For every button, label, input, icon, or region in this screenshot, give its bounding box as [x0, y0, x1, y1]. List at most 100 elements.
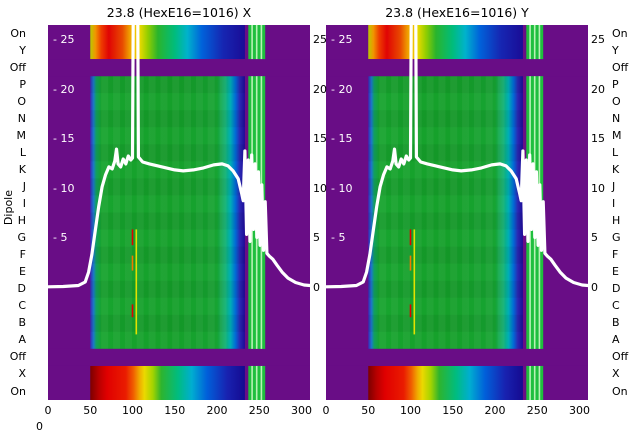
x-tick-label-p0-200: 200: [206, 404, 228, 417]
row-label-left-5-n: N: [17, 111, 26, 125]
overlay-inner-tick-p1-20: - 20: [331, 82, 353, 96]
heatmap-panel-y: - 25 - 20 - 15 - 10 - 5: [326, 25, 588, 400]
top-rainbow-band: [90, 25, 245, 60]
row-label-left-17-b: B: [18, 316, 26, 330]
overlay-right-tick-p0-5: 5: [313, 231, 320, 245]
middle-band: [368, 76, 523, 349]
x-tick-label-p0-0: 0: [44, 404, 52, 417]
x-tick-label-p1-100: 100: [400, 404, 421, 417]
row-label-right-11-h: H: [612, 214, 621, 227]
row-label-right-9-j: J: [612, 179, 616, 193]
overlay-right-tick-p0-0: 0: [313, 281, 320, 294]
profile-line: [326, 25, 588, 289]
row-label-left-11-h: H: [17, 214, 26, 227]
top-rainbow-band: [368, 25, 523, 60]
marker-tick: [131, 229, 134, 246]
x-tick-label-p0-100: 100: [122, 404, 143, 417]
overlay-right-tick-p0-25: 25: [313, 32, 327, 46]
row-label-right-19-off: Off: [612, 350, 629, 364]
row-label-right-1-y: Y: [612, 43, 619, 57]
heatmap-panel-x: - 25 - 20 - 15 - 10 - 5: [48, 25, 310, 400]
profile-line: [48, 25, 310, 289]
row-label-left-21-on: On: [10, 384, 26, 398]
x-tick-label-p1-150: 150: [442, 404, 464, 417]
overlay-right-tick-p1-20: 20: [591, 82, 605, 96]
row-label-right-3-p: P: [612, 77, 619, 91]
row-label-right-18-a: A: [612, 333, 620, 347]
row-label-right-14-e: E: [612, 265, 619, 279]
x-tick-label-p1-0: 0: [322, 404, 330, 417]
row-label-right-13-f: F: [612, 248, 619, 262]
marker-tick: [409, 255, 412, 271]
x-tick-label-p0-50: 50: [83, 404, 98, 417]
marker-tick: [131, 255, 134, 271]
overlay-right-tick-p1-5: 5: [591, 231, 598, 245]
marker-tick: [409, 304, 412, 318]
overlay-inner-tick-p1-25: - 25: [331, 32, 353, 46]
row-label-left-3-p: P: [19, 77, 26, 91]
overlay-right-tick-p1-25: 25: [591, 32, 605, 46]
row-label-right-5-n: N: [612, 111, 621, 125]
overlay-right-tick-p1-0: 0: [591, 281, 598, 294]
row-label-left-4-o: O: [17, 94, 26, 108]
row-label-left-6-m: M: [16, 128, 27, 142]
row-label-right-15-d: D: [612, 282, 621, 296]
overlay-right-tick-p1-15: 15: [591, 132, 605, 146]
overlay-inner-tick-p1-10: - 10: [331, 181, 353, 195]
bottom-rainbow-band: [90, 365, 245, 400]
row-label-right-8-k: K: [612, 162, 620, 176]
marker-tick: [413, 229, 416, 335]
overlay-inner-tick-p0-25: - 25: [53, 32, 75, 46]
bottom-rainbow-band: [368, 365, 523, 400]
row-label-left-14-e: E: [19, 265, 26, 279]
row-label-left-1-y: Y: [19, 43, 26, 57]
off-row-band: [326, 59, 588, 77]
row-label-left-19-off: Off: [9, 350, 26, 364]
marker-tick: [409, 229, 412, 246]
row-label-right-7-l: L: [612, 145, 619, 159]
overlay-inner-tick-p0-20: - 20: [53, 82, 75, 96]
overlay-inner-tick-p0-5: - 5: [53, 231, 68, 245]
x-tick-label-p0-250: 250: [248, 404, 270, 417]
x-tick-label-p1-200: 200: [484, 404, 506, 417]
row-label-right-4-o: O: [612, 94, 621, 108]
row-label-left-16-c: C: [18, 299, 26, 313]
overlay-inner-tick-p1-15: - 15: [331, 132, 353, 146]
overlay-inner-tick-p0-15: - 15: [53, 132, 75, 146]
row-label-right-21-on: On: [612, 384, 628, 398]
row-label-right-0-on: On: [612, 26, 628, 40]
row-label-left-20-x: X: [18, 367, 26, 381]
x-tick-label-p1-50: 50: [361, 404, 376, 417]
row-label-left-8-k: K: [18, 162, 26, 176]
row-label-left-12-g: G: [17, 231, 26, 244]
row-label-right-16-c: C: [612, 299, 620, 313]
row-label-left-9-j: J: [22, 179, 26, 193]
overlay-right-tick-p0-15: 15: [313, 132, 327, 146]
x-tick-label-p1-300: 300: [569, 404, 590, 417]
row-label-right-12-g: G: [612, 231, 621, 244]
marker-tick: [135, 229, 138, 335]
row-label-left-18-a: A: [18, 333, 26, 347]
row-label-right-6-m: M: [612, 128, 622, 142]
row-label-left-15-d: D: [17, 282, 26, 296]
middle-band: [90, 76, 245, 349]
panel-title-x: 23.8 (HexE16=1016) X: [106, 5, 252, 20]
heatmap-canvas: [326, 25, 588, 400]
x-tick-label-p0-150: 150: [164, 404, 186, 417]
overlay-inner-tick-p0-10: - 10: [53, 181, 75, 195]
heatmap-canvas: [48, 25, 310, 400]
row-label-left-2-off: Off: [9, 60, 26, 74]
x-tick-label-p1-250: 250: [526, 404, 548, 417]
marker-tick: [131, 304, 134, 318]
row-label-left-7-l: L: [19, 145, 26, 159]
row-label-left-13-f: F: [19, 248, 26, 262]
row-label-right-2-off: Off: [612, 60, 629, 74]
off-row-band: [326, 348, 588, 366]
overlay-inner-tick-p1-5: - 5: [331, 231, 346, 245]
x-tick-label-p0-300: 300: [291, 404, 312, 417]
row-label-left-0-on: On: [10, 26, 26, 40]
panel-title-y: 23.8 (HexE16=1016) Y: [385, 5, 529, 20]
row-label-left-10-i: I: [22, 197, 26, 210]
overlay-right-tick-p0-20: 20: [313, 82, 327, 96]
